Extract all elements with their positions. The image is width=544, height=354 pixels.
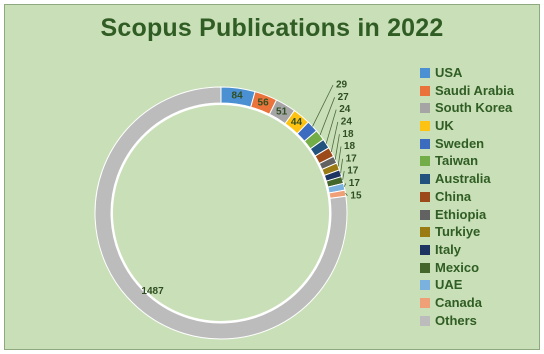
- legend-item-mexico: Mexico: [420, 259, 538, 277]
- leader-line-mexico: [342, 171, 345, 180]
- legend-label: USA: [435, 65, 463, 80]
- legend-swatch: [420, 138, 430, 149]
- legend-item-uk: UK: [420, 117, 538, 135]
- legend-swatch: [420, 103, 430, 114]
- donut-inner-edge: [111, 103, 331, 323]
- legend-label: Taiwan: [435, 153, 479, 169]
- data-label-saudi-arabia: 56: [258, 97, 270, 108]
- legend-label: UAE: [435, 277, 463, 293]
- legend-item-taiwan: Taiwan: [420, 152, 538, 170]
- leader-line-sweden: [312, 84, 334, 127]
- legend-item-others: Others: [420, 312, 538, 330]
- legend-swatch: [420, 244, 430, 255]
- chart-title: Scopus Publications in 2022: [100, 14, 444, 42]
- legend-item-south-korea: South Korea: [420, 99, 538, 117]
- leader-line-turkiye: [337, 146, 342, 167]
- legend-swatch: [420, 280, 430, 291]
- data-label-australia: 24: [339, 104, 351, 115]
- data-label-uk: 44: [291, 117, 303, 128]
- legend: USA Saudi Arabia South Korea UK Sweden Taiwan…: [420, 64, 538, 329]
- legend-item-turkiye: Turkiye: [420, 223, 538, 241]
- data-label-turkiye: 18: [344, 141, 356, 152]
- data-label-italy: 17: [346, 153, 358, 164]
- legend-item-saudi-arabia: Saudi Arabia: [420, 82, 538, 100]
- data-label-sweden: 29: [336, 80, 348, 91]
- leader-line-china: [330, 121, 339, 153]
- data-label-china: 24: [341, 117, 353, 128]
- leader-line-ethiopia: [334, 134, 340, 160]
- legend-swatch: [420, 121, 430, 132]
- data-label-taiwan: 27: [338, 92, 350, 103]
- data-label-uae: 17: [349, 178, 361, 189]
- legend-label: South Korea: [435, 100, 513, 116]
- legend-label: Australia: [435, 171, 491, 187]
- leader-line-canada: [345, 192, 348, 196]
- legend-swatch: [420, 297, 430, 308]
- data-label-usa: 84: [232, 91, 244, 102]
- legend-label: UK: [435, 118, 454, 134]
- data-label-south-korea: 51: [276, 106, 288, 117]
- legend-swatch: [420, 209, 430, 220]
- legend-label: Turkiye: [435, 224, 481, 240]
- legend-label: Italy: [435, 241, 462, 257]
- legend-swatch: [420, 315, 430, 326]
- legend-item-uae: UAE: [420, 276, 538, 294]
- legend-label: China: [435, 188, 472, 204]
- leader-line-taiwan: [319, 97, 335, 136]
- legend-swatch: [420, 68, 430, 78]
- legend-label: Ethiopia: [435, 206, 487, 222]
- legend-swatch: [420, 191, 430, 202]
- legend-item-sweden: Sweden: [420, 135, 538, 153]
- data-label-mexico: 17: [347, 166, 359, 177]
- legend-swatch: [420, 85, 430, 96]
- legend-label: Canada: [435, 294, 482, 310]
- legend-item-china: China: [420, 188, 538, 206]
- legend-label: Others: [435, 312, 477, 328]
- legend-item-italy: Italy: [420, 241, 538, 259]
- legend-swatch: [420, 227, 430, 238]
- chart-background: [4, 4, 540, 350]
- legend-item-canada: Canada: [420, 294, 538, 312]
- data-label-others: 1487: [141, 286, 164, 297]
- data-label-ethiopia: 18: [342, 129, 354, 140]
- legend-item-ethiopia: Ethiopia: [420, 206, 538, 224]
- leader-line-uae: [343, 183, 347, 187]
- legend-swatch: [420, 262, 430, 273]
- legend-swatch: [420, 174, 430, 185]
- leader-line-italy: [340, 158, 343, 174]
- leader-line-australia: [325, 109, 337, 144]
- legend-label: Saudi Arabia: [435, 82, 514, 98]
- legend-item-australia: Australia: [420, 170, 538, 188]
- legend-item-usa: USA: [420, 64, 538, 82]
- data-label-canada: 15: [350, 190, 362, 201]
- legend-label: Sweden: [435, 135, 485, 151]
- legend-swatch: [420, 156, 430, 167]
- legend-label: Mexico: [435, 259, 480, 275]
